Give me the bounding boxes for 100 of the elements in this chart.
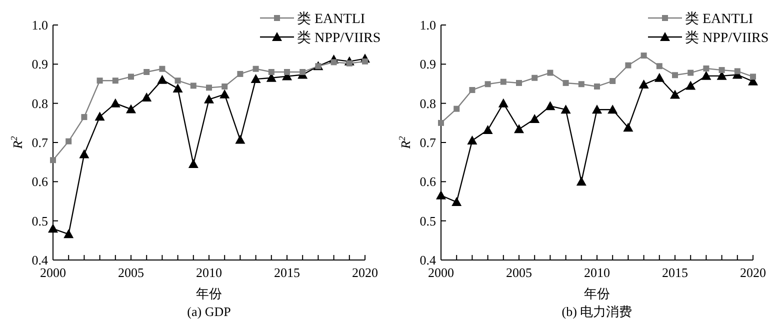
point: [436, 190, 446, 200]
point: [750, 74, 756, 80]
legend-label: 类 EANTLI: [297, 11, 366, 27]
point: [640, 52, 647, 59]
x-tick-label: 2000: [428, 265, 454, 280]
point: [562, 80, 569, 86]
point: [452, 197, 462, 206]
legend-label: 类 NPP/VIIRS: [685, 30, 769, 46]
y-tick-label: 1.0: [420, 18, 436, 32]
y-tick-label: 0.7: [420, 135, 436, 150]
y-tick-label: 0.4: [32, 252, 48, 268]
point: [110, 98, 120, 108]
point: [79, 149, 90, 158]
y-tick-label: 0.8: [32, 96, 48, 111]
y-tick-label: 0.5: [420, 213, 436, 228]
point: [172, 83, 183, 92]
point: [237, 70, 244, 77]
y-tick-label: 0.9: [32, 56, 48, 72]
y-tick-label: 1.0: [32, 18, 48, 32]
x-axis-title: 年份: [584, 286, 610, 301]
point: [638, 80, 649, 89]
point: [66, 138, 72, 144]
point: [159, 66, 166, 72]
x-tick-label: 2010: [196, 265, 222, 280]
legend-label: 类 EANTLI: [685, 11, 754, 27]
point: [206, 84, 212, 91]
x-tick-label: 2005: [506, 265, 532, 280]
y-tick-label: 0.7: [32, 135, 48, 150]
text: (b) 电力消费: [562, 304, 632, 319]
point: [532, 74, 538, 81]
point: [498, 98, 508, 108]
point: [610, 78, 616, 84]
point: [734, 68, 740, 74]
point: [500, 78, 506, 85]
point: [467, 136, 478, 145]
point: [142, 92, 152, 102]
point: [157, 74, 168, 84]
point: [625, 62, 632, 68]
point: [545, 101, 556, 110]
point: [235, 134, 246, 144]
point: [188, 159, 198, 168]
y-tick-label: 0.4: [420, 252, 436, 268]
x-axis-title: 年份: [196, 286, 222, 301]
point: [469, 87, 476, 94]
point: [656, 63, 662, 70]
point: [454, 106, 460, 112]
point: [482, 124, 493, 134]
point: [547, 70, 554, 76]
y-tick-label: 0.6: [32, 174, 48, 190]
point: [516, 80, 522, 86]
point: [250, 74, 261, 84]
point: [128, 74, 134, 80]
point: [112, 78, 118, 84]
point: [50, 157, 56, 164]
point: [623, 122, 634, 132]
point: [670, 90, 680, 99]
x-tick-label: 2020: [352, 265, 378, 280]
point: [174, 78, 181, 84]
y-tick-label: 0.5: [32, 213, 48, 228]
point: [484, 81, 491, 88]
point: [96, 78, 103, 84]
point: [718, 67, 725, 74]
point: [300, 69, 306, 75]
legend-label: 类 NPP/VIIRS: [297, 30, 381, 46]
text: (a) GDP: [187, 304, 231, 319]
point: [284, 69, 290, 75]
point: [220, 89, 230, 98]
x-tick-label: 2005: [118, 265, 144, 280]
point: [672, 72, 678, 78]
point: [592, 104, 602, 114]
point: [594, 83, 600, 90]
point: [530, 114, 540, 123]
point: [222, 83, 228, 90]
point: [576, 176, 586, 186]
point: [48, 224, 58, 233]
x-tick-label: 2015: [274, 265, 300, 280]
point: [654, 72, 664, 82]
x-tick-label: 2010: [584, 265, 610, 280]
point: [703, 65, 710, 72]
point: [64, 229, 74, 238]
point: [701, 70, 712, 80]
y-tick-label: 0.6: [420, 174, 436, 190]
x-tick-label: 2000: [40, 265, 66, 280]
point: [94, 112, 105, 121]
point: [144, 69, 150, 75]
point: [686, 80, 696, 90]
point: [560, 104, 571, 114]
point: [578, 81, 584, 88]
point: [438, 120, 444, 126]
y-tick-label: 0.9: [420, 56, 436, 72]
x-tick-label: 2020: [740, 265, 766, 280]
x-tick-label: 2015: [662, 265, 688, 280]
point: [126, 104, 136, 114]
y-tick-label: 0.8: [420, 96, 436, 111]
point: [204, 94, 214, 104]
point: [608, 104, 618, 114]
point: [190, 82, 196, 89]
point: [514, 124, 524, 134]
point: [81, 114, 88, 120]
point: [252, 66, 259, 72]
